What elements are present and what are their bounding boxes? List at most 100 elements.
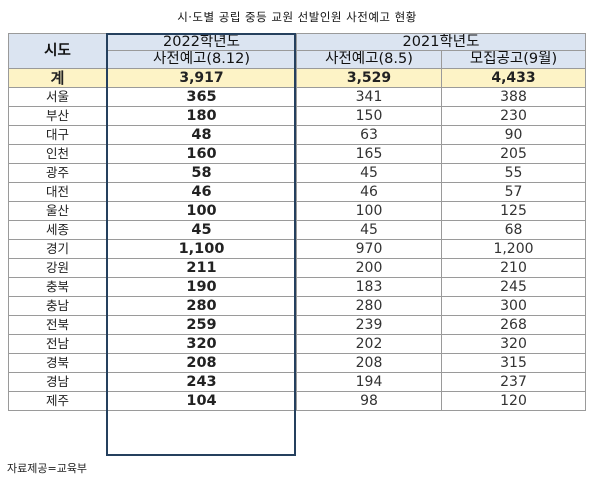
value-2022: 58 [106,163,297,183]
region-name: 세종 [8,220,107,240]
table-body: 계 3,917 3,529 4,433 서울 365 341 388 부산 180 150 2… [8,68,587,411]
table-row: 서울 365 341 388 [8,87,587,107]
source-note: 자료제공=교육부 [7,462,88,475]
region-name: 인천 [8,144,107,164]
table-row: 세종 45 45 68 [8,220,587,240]
value-2021-recruit: 90 [440,125,587,145]
region-name: 전남 [8,334,107,354]
region-name: 충남 [8,296,107,316]
region-name: 서울 [8,87,107,107]
table-row: 부산 180 150 230 [8,106,587,126]
value-2022: 280 [106,296,297,316]
table-row: 대전 46 46 57 [8,182,587,202]
header-row-years: 시도 2022학년도 2021학년도 [8,33,587,69]
table-row: 경남 243 194 237 [8,372,587,392]
value-2021-recruit: 320 [440,334,587,354]
value-2021-preannounce: 46 [296,182,442,202]
table-row: 경기 1,100 970 1,200 [8,239,587,259]
header-col-2021-preannounce: 사전예고(8.5) [296,50,442,69]
value-2022: 208 [106,353,297,373]
region-name: 경남 [8,372,107,392]
value-2022: 190 [106,277,297,297]
value-2021-recruit: 210 [440,258,587,278]
value-2021-preannounce: 165 [296,144,442,164]
value-2022: 45 [106,220,297,240]
value-2021-recruit: 120 [440,391,587,411]
region-name: 전북 [8,315,107,335]
table-row: 강원 211 200 210 [8,258,587,278]
region-name: 강원 [8,258,107,278]
value-2022: 160 [106,144,297,164]
table-row: 전남 320 202 320 [8,334,587,354]
total-2022: 3,917 [106,68,297,88]
region-name: 경북 [8,353,107,373]
value-2021-recruit: 237 [440,372,587,392]
value-2021-preannounce: 150 [296,106,442,126]
value-2021-preannounce: 45 [296,220,442,240]
total-row: 계 3,917 3,529 4,433 [8,68,587,88]
value-2021-preannounce: 970 [296,239,442,259]
value-2021-recruit: 230 [440,106,587,126]
value-2021-preannounce: 208 [296,353,442,373]
header-col-2022-preannounce: 사전예고(8.12) [106,50,297,69]
region-name: 대구 [8,125,107,145]
value-2021-recruit: 268 [440,315,587,335]
header-year-2022: 2022학년도 [106,33,297,51]
value-2021-recruit: 57 [440,182,587,202]
table-row: 경북 208 208 315 [8,353,587,373]
table-header: 시도 2022학년도 2021학년도 사전예고(8.12) 사전예고(8.5) … [8,33,587,69]
value-2022: 104 [106,391,297,411]
value-2021-preannounce: 200 [296,258,442,278]
header-year-2021: 2021학년도 [295,33,587,51]
value-2022: 100 [106,201,297,221]
table-row: 충남 280 280 300 [8,296,587,316]
value-2021-preannounce: 239 [296,315,442,335]
region-name: 부산 [8,106,107,126]
value-2021-preannounce: 45 [296,163,442,183]
value-2021-recruit: 388 [440,87,587,107]
value-2022: 243 [106,372,297,392]
value-2021-recruit: 68 [440,220,587,240]
value-2021-recruit: 300 [440,296,587,316]
header-col-2021-recruit: 모집공고(9월) [440,50,587,69]
region-name: 광주 [8,163,107,183]
value-2022: 1,100 [106,239,297,259]
value-2021-recruit: 125 [440,201,587,221]
table-row: 대구 48 63 90 [8,125,587,145]
region-name: 대전 [8,182,107,202]
table-row: 인천 160 165 205 [8,144,587,164]
value-2021-preannounce: 194 [296,372,442,392]
value-2021-preannounce: 98 [296,391,442,411]
value-2021-preannounce: 100 [296,201,442,221]
total-label: 계 [8,68,107,88]
region-name: 울산 [8,201,107,221]
total-2021-recruit: 4,433 [440,68,587,88]
value-2022: 46 [106,182,297,202]
value-2022: 259 [106,315,297,335]
page-title: 시·도별 공립 중등 교원 선발인원 사전예고 현황 [177,10,417,24]
value-2021-preannounce: 202 [296,334,442,354]
value-2021-preannounce: 280 [296,296,442,316]
value-2021-recruit: 55 [440,163,587,183]
value-2021-recruit: 315 [440,353,587,373]
value-2021-recruit: 205 [440,144,587,164]
total-2021-preannounce: 3,529 [296,68,442,88]
value-2021-recruit: 1,200 [440,239,587,259]
table-row: 제주 104 98 120 [8,391,587,411]
value-2021-recruit: 245 [440,277,587,297]
table-row: 충북 190 183 245 [8,277,587,297]
header-row-columns: 사전예고(8.12) 사전예고(8.5) 모집공고(9월) [9,50,587,69]
selection-table: 시도 2022학년도 2021학년도 사전예고(8.12) 사전예고(8.5) … [8,33,587,411]
table-row: 전북 259 239 268 [8,315,587,335]
value-2021-preannounce: 183 [296,277,442,297]
value-2022: 320 [106,334,297,354]
value-2022: 48 [106,125,297,145]
table-row: 광주 58 45 55 [8,163,587,183]
value-2021-preannounce: 341 [296,87,442,107]
value-2022: 365 [106,87,297,107]
value-2022: 180 [106,106,297,126]
table-row: 울산 100 100 125 [8,201,587,221]
region-name: 경기 [8,239,107,259]
value-2022: 211 [106,258,297,278]
header-region: 시도 [8,33,107,69]
